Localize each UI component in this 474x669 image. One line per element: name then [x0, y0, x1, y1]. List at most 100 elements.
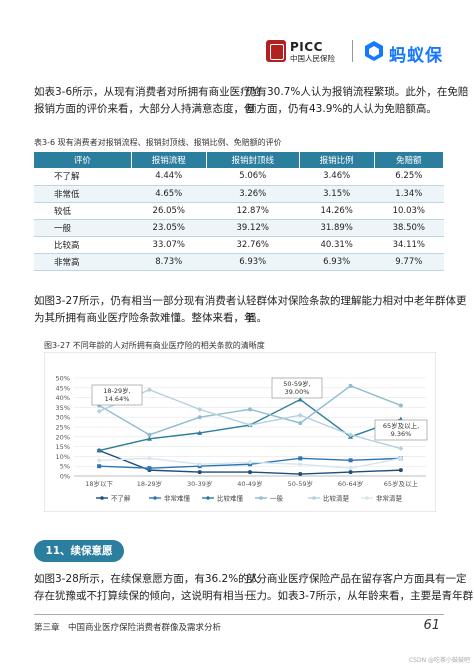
table-header-cell: 报销封顶线	[206, 152, 300, 168]
legend-label: 比较清楚	[323, 494, 350, 503]
table-cell: 10.03%	[374, 202, 444, 220]
picc-seal-icon	[266, 40, 286, 62]
x-tick-label: 60-64岁	[338, 479, 363, 488]
data-point	[147, 456, 152, 461]
data-point	[298, 421, 303, 426]
table-cell: 6.25%	[374, 168, 444, 186]
data-point	[298, 462, 303, 467]
annotation-value: 39.00%	[285, 388, 310, 396]
table-cell: 34.11%	[374, 236, 444, 254]
chapter-title: 第三章 中国商业医疗保险消费者群像及需求分析	[34, 623, 222, 633]
legend-marker	[259, 496, 263, 500]
mayi-logo: 蚂蚁保	[363, 40, 453, 66]
figure-caption: 图3-27 不同年龄的人对所拥有商业医疗险的相关条款的清晰度	[44, 341, 265, 350]
text-line: 如图3-28所示，在续保意愿方面，有36.2%的人	[34, 573, 260, 585]
table-cell: 3.46%	[299, 168, 375, 186]
table-cell: 1.34%	[374, 185, 444, 203]
x-tick-label: 18-29岁	[137, 479, 162, 488]
table-cell: 4.65%	[131, 185, 207, 203]
paragraph-2-right: 轻群体对保险条款的理解能力相对中老年群体更 强。	[246, 293, 467, 327]
y-tick-label: 50%	[56, 375, 70, 383]
data-point	[248, 470, 252, 475]
table-cell: 33.07%	[131, 236, 207, 254]
annotation-value: 9.36%	[391, 430, 412, 438]
data-point	[147, 432, 152, 437]
page-footer: 第三章 中国商业医疗保险消费者群像及需求分析 61	[34, 614, 444, 638]
legend-marker	[153, 496, 157, 500]
paragraph-1-right: 仍有30.7%人认为报销流程繁琐。此外，在免赔 额方面，仍有43.9%的人认为免…	[246, 84, 468, 118]
x-tick-label: 40-49岁	[237, 479, 262, 488]
data-point	[298, 456, 303, 461]
table-cell: 12.87%	[206, 202, 300, 220]
data-point	[398, 456, 403, 461]
page-number: 61	[423, 618, 440, 633]
table-cell: 14.26%	[299, 202, 375, 220]
table-header-cell: 报销比例	[299, 152, 375, 168]
data-point	[197, 470, 202, 475]
table-cell: 非常高	[34, 253, 132, 271]
y-tick-label: 25%	[56, 424, 70, 432]
data-point	[146, 436, 152, 441]
table-cell: 40.31%	[299, 236, 375, 254]
picc-sub: 中国人民保险	[290, 54, 335, 63]
section-title: 11、续保意愿	[34, 540, 124, 562]
y-tick-label: 35%	[56, 404, 70, 412]
text-line: 部分商业医疗保险产品在留存客户方面具有一定	[246, 573, 467, 585]
table-cell: 23.05%	[131, 219, 207, 237]
table-cell: 4.44%	[131, 168, 207, 186]
picc-brand: PICC	[290, 40, 323, 54]
data-point	[248, 460, 252, 465]
y-tick-label: 10%	[56, 453, 70, 461]
mayi-brand: 蚂蚁保	[389, 46, 443, 66]
data-point	[97, 458, 102, 463]
data-point	[398, 468, 403, 473]
text-line: 压力。如表3-7所示，从年龄来看，主要是青年群	[246, 590, 474, 602]
table-header-cell: 报销流程	[131, 152, 207, 168]
annotation-label: 50-59岁,	[283, 379, 310, 388]
table-row: 一般 23.05% 39.12% 31.89% 38.50%	[34, 219, 444, 237]
y-tick-label: 45%	[56, 384, 70, 392]
data-point	[97, 464, 102, 469]
legend-marker	[206, 496, 210, 500]
data-point	[348, 466, 353, 471]
table-row: 较低 26.05% 12.87% 14.26% 10.03%	[34, 202, 444, 220]
line-chart: 0% 5% 10% 15% 20%25% 30% 35% 40% 45%50% 18岁以下 18-2…	[44, 352, 436, 512]
legend-marker	[100, 496, 104, 500]
text-line: 如表3-6所示，从现有消费者对所拥有商业医疗险	[34, 86, 262, 98]
table-cell: 较低	[34, 202, 132, 220]
data-point	[297, 412, 303, 418]
evaluation-table: 评价 报销流程 报销封顶线 报销比例 免赔额 不了解 4.44% 5.06% 3…	[34, 152, 445, 271]
legend-label: 非常难懂	[164, 494, 191, 503]
table-row: 非常低 4.65% 3.26% 3.15% 1.34%	[34, 185, 444, 203]
annotation-label: 18-29岁,	[103, 386, 130, 395]
text-line: 为其所拥有商业医疗险条款难懂。整体来看，年	[34, 312, 255, 324]
text-line: 如图3-27所示，仍有相当一部分现有消费者认	[34, 295, 247, 307]
data-point	[348, 458, 353, 463]
table-row: 比较高 33.07% 32.76% 40.31% 34.11%	[34, 236, 444, 254]
y-tick-label: 15%	[56, 443, 70, 451]
data-point	[197, 406, 203, 412]
annotation-box	[91, 384, 143, 406]
logo-divider	[352, 40, 353, 62]
x-tick-label: 65岁及以上	[384, 479, 419, 488]
data-point	[398, 446, 404, 452]
legend-label: 非常清楚	[376, 494, 403, 503]
paragraph-2-left: 如图3-27所示，仍有相当一部分现有消费者认 为其所拥有商业医疗险条款难懂。整体…	[34, 293, 255, 327]
data-point	[348, 383, 353, 388]
table-cell: 3.15%	[299, 185, 375, 203]
table-cell: 6.93%	[206, 253, 300, 271]
data-point	[348, 470, 353, 475]
data-point	[248, 407, 252, 412]
text-line: 轻群体对保险条款的理解能力相对中老年群体更	[246, 295, 467, 307]
data-point	[398, 403, 403, 408]
y-tick-label: 40%	[56, 394, 70, 402]
page-header: PICC 中国人民保险 蚂蚁保	[0, 0, 474, 70]
table-cell: 不了解	[34, 168, 132, 186]
legend-marker	[312, 496, 316, 500]
table-cell: 非常低	[34, 185, 132, 203]
annotation-box	[271, 377, 323, 399]
picc-logo: PICC 中国人民保险	[266, 40, 348, 64]
mayi-hexagon-icon	[365, 41, 383, 61]
table-header-row: 评价 报销流程 报销封顶线 报销比例 免赔额	[34, 152, 445, 168]
x-tick-label: 30-39岁	[187, 479, 212, 488]
